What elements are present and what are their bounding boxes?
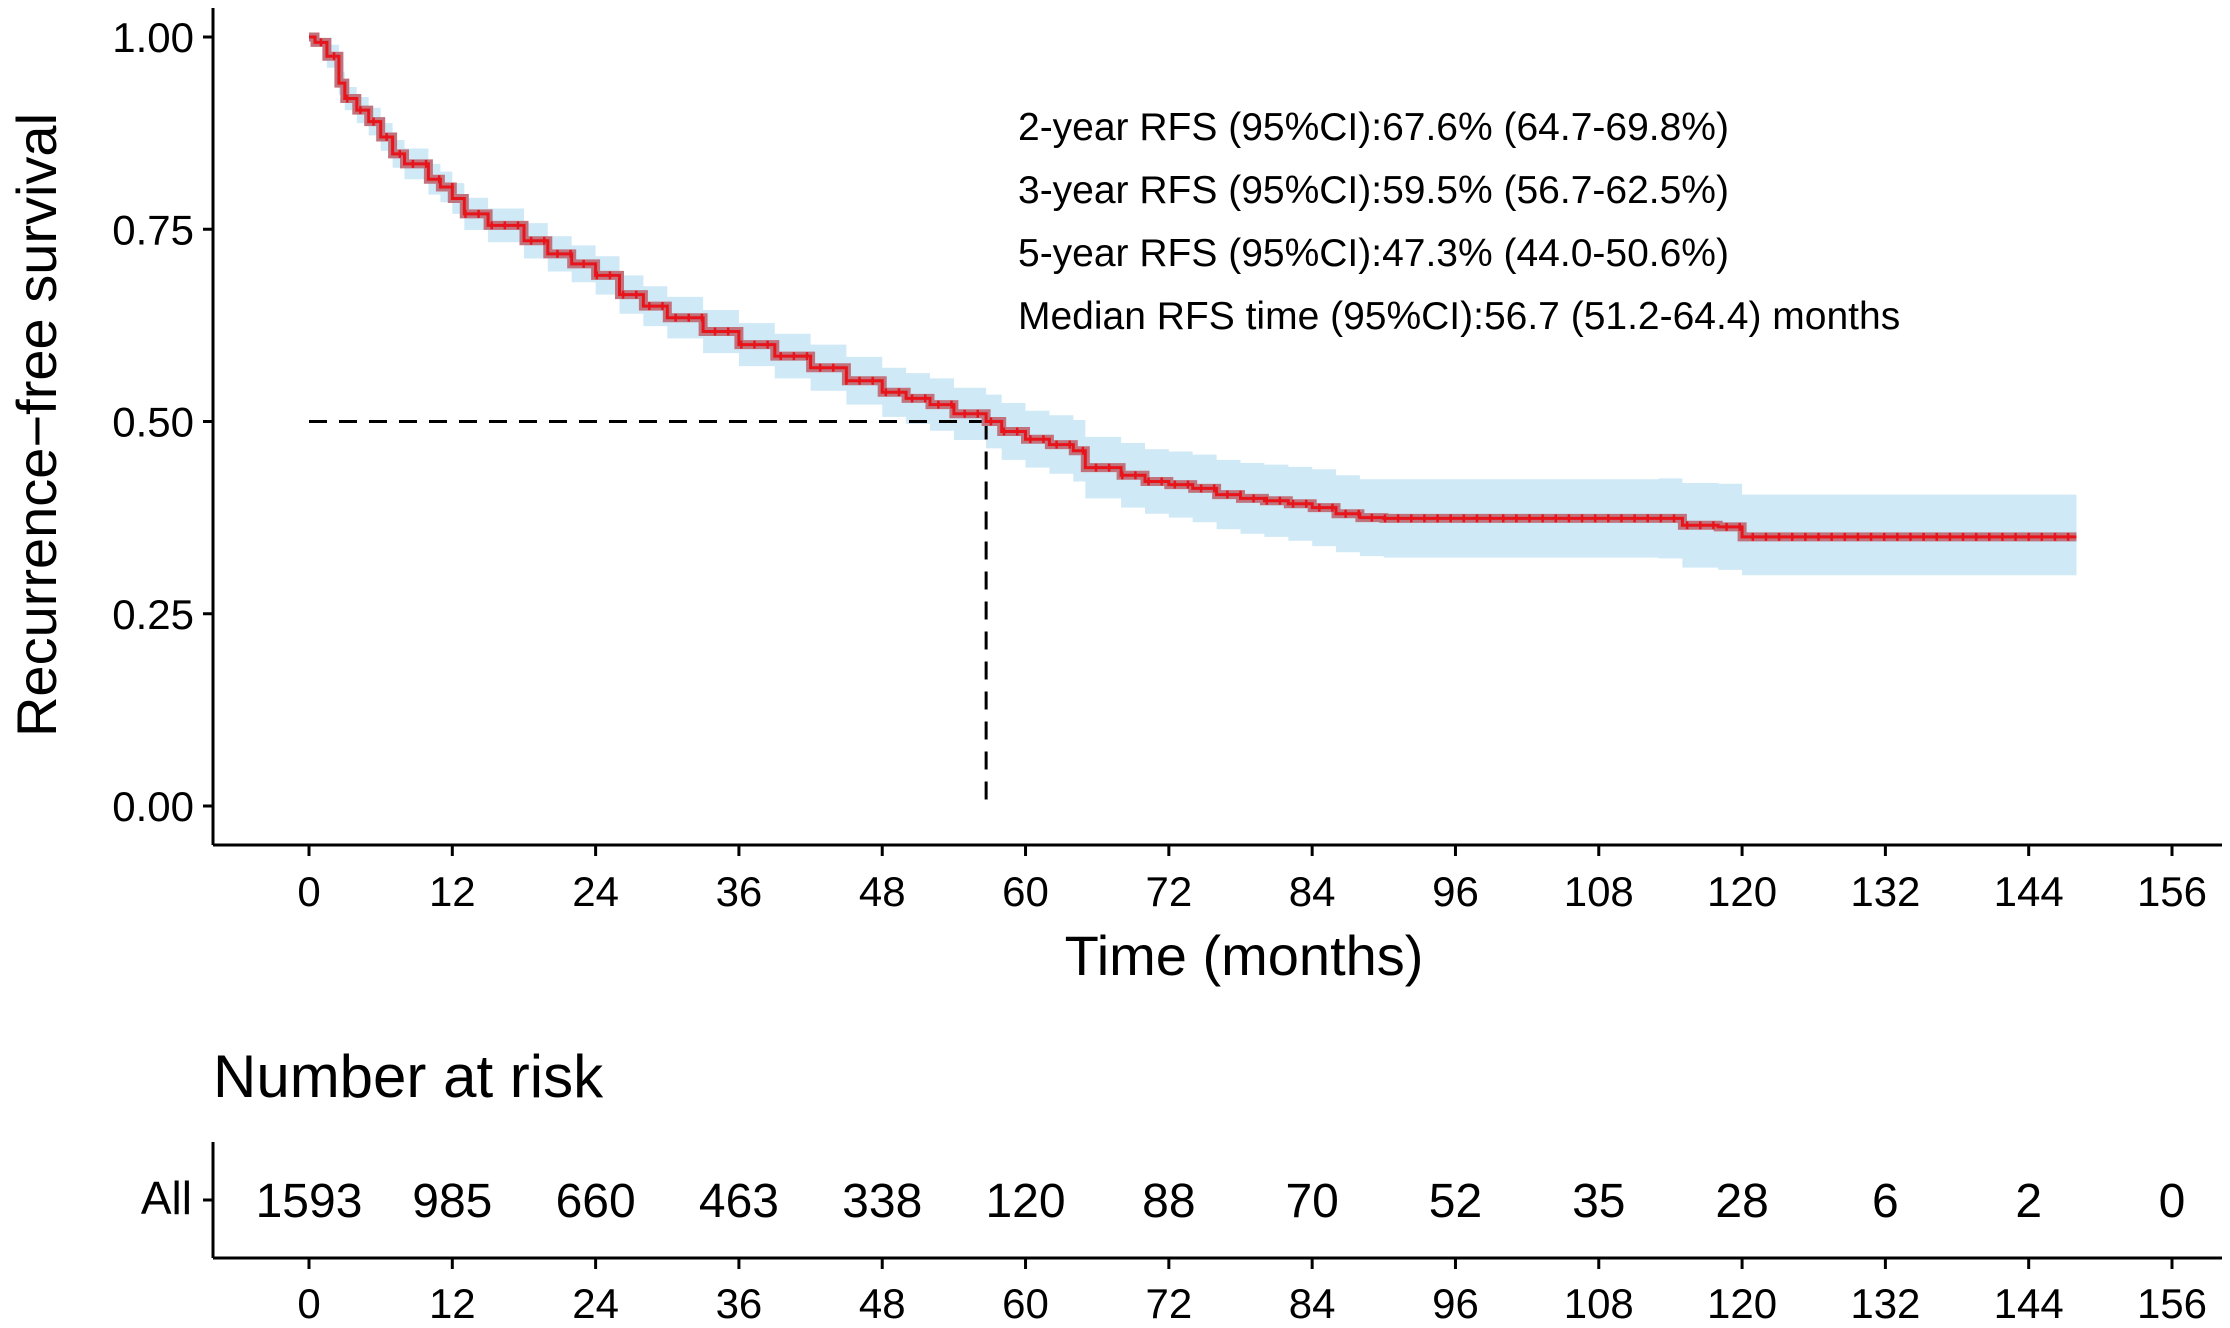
x-axis-label: Time (months) bbox=[1065, 924, 1424, 987]
x-tick-label: 12 bbox=[429, 868, 476, 915]
risk-x-tick-label: 144 bbox=[1994, 1280, 2064, 1327]
risk-table: Number at risk All 1593 985 660 463 338 120 88… bbox=[141, 1043, 2222, 1327]
risk-x-tick-label: 0 bbox=[297, 1280, 320, 1327]
risk-count: 70 bbox=[1285, 1175, 1338, 1228]
risk-x-tick-label: 108 bbox=[1564, 1280, 1634, 1327]
risk-count: 0 bbox=[2159, 1175, 2186, 1228]
risk-x-tick-label: 60 bbox=[1002, 1280, 1049, 1327]
x-tick-label: 132 bbox=[1850, 868, 1920, 915]
risk-row-label: All bbox=[141, 1172, 192, 1224]
risk-counts: 1593 985 660 463 338 120 88 70 52 35 28 6 2 0 bbox=[256, 1175, 2186, 1228]
risk-x-tick-label: 156 bbox=[2137, 1280, 2207, 1327]
y-tick-label: 0.00 bbox=[112, 783, 194, 830]
x-tick-label: 0 bbox=[297, 868, 320, 915]
x-tick-label: 144 bbox=[1994, 868, 2064, 915]
risk-x-tick-label: 48 bbox=[859, 1280, 906, 1327]
y-axis-ticks: 0.00 0.25 0.50 0.75 1.00 bbox=[112, 14, 213, 830]
y-tick-label: 0.50 bbox=[112, 399, 194, 446]
x-tick-label: 156 bbox=[2137, 868, 2207, 915]
survival-curve bbox=[309, 35, 2077, 539]
risk-x-tick-label: 24 bbox=[572, 1280, 619, 1327]
risk-x-tick-label: 36 bbox=[716, 1280, 763, 1327]
x-tick-label: 96 bbox=[1432, 868, 1479, 915]
x-tick-label: 36 bbox=[716, 868, 763, 915]
risk-count: 660 bbox=[556, 1175, 636, 1228]
risk-x-tick-label: 12 bbox=[429, 1280, 476, 1327]
y-tick-label: 1.00 bbox=[112, 14, 194, 61]
y-tick-label: 0.25 bbox=[112, 591, 194, 638]
risk-x-tick-label: 132 bbox=[1850, 1280, 1920, 1327]
annotation-median: Median RFS time (95%CI):56.7 (51.2-64.4)… bbox=[1018, 295, 1900, 338]
risk-count: 52 bbox=[1429, 1175, 1482, 1228]
km-plot: 0.00 0.25 0.50 0.75 1.00 0 12 24 36 48 60 72 84 96 10… bbox=[5, 8, 2222, 987]
annotation-3yr: 3-year RFS (95%CI):59.5% (56.7-62.5%) bbox=[1018, 169, 1729, 212]
annotation-5yr: 5-year RFS (95%CI):47.3% (44.0-50.6%) bbox=[1018, 232, 1729, 275]
risk-x-tick-label: 84 bbox=[1289, 1280, 1336, 1327]
x-tick-label: 24 bbox=[572, 868, 619, 915]
annotation-block: 2-year RFS (95%CI):67.6% (64.7-69.8%) 3-… bbox=[1018, 106, 1900, 338]
risk-count: 2 bbox=[2015, 1175, 2042, 1228]
risk-x-axis-ticks: 0 12 24 36 48 60 72 84 96 108 120 132 144 156 bbox=[297, 1258, 2207, 1327]
risk-x-tick-label: 96 bbox=[1432, 1280, 1479, 1327]
risk-count: 120 bbox=[985, 1175, 1065, 1228]
risk-count: 1593 bbox=[256, 1175, 363, 1228]
risk-count: 6 bbox=[1872, 1175, 1899, 1228]
risk-x-tick-label: 120 bbox=[1707, 1280, 1777, 1327]
risk-count: 35 bbox=[1572, 1175, 1625, 1228]
x-tick-label: 108 bbox=[1564, 868, 1634, 915]
risk-table-title: Number at risk bbox=[213, 1043, 604, 1110]
risk-count: 28 bbox=[1715, 1175, 1768, 1228]
y-tick-label: 0.75 bbox=[112, 206, 194, 253]
x-tick-label: 120 bbox=[1707, 868, 1777, 915]
x-tick-label: 60 bbox=[1002, 868, 1049, 915]
x-tick-label: 72 bbox=[1145, 868, 1192, 915]
x-tick-label: 48 bbox=[859, 868, 906, 915]
x-axis-ticks: 0 12 24 36 48 60 72 84 96 108 120 132 144 156 bbox=[297, 845, 2207, 915]
x-tick-label: 84 bbox=[1289, 868, 1336, 915]
y-axis-label: Recurrence−free survival bbox=[5, 113, 68, 737]
censor-marks bbox=[319, 38, 2070, 541]
risk-count: 985 bbox=[412, 1175, 492, 1228]
annotation-2yr: 2-year RFS (95%CI):67.6% (64.7-69.8%) bbox=[1018, 106, 1729, 149]
risk-count: 88 bbox=[1142, 1175, 1195, 1228]
risk-count: 463 bbox=[699, 1175, 779, 1228]
risk-x-tick-label: 72 bbox=[1145, 1280, 1192, 1327]
risk-count: 338 bbox=[842, 1175, 922, 1228]
